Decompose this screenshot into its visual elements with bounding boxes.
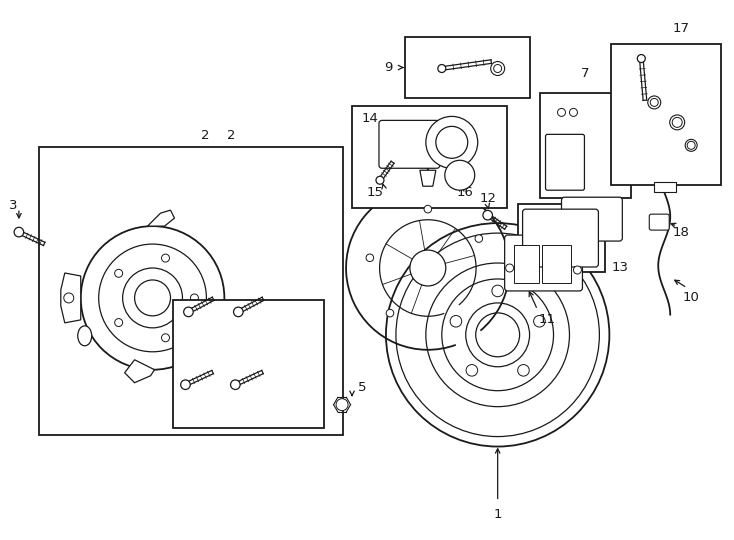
Circle shape xyxy=(233,307,243,316)
Bar xyxy=(405,37,529,98)
Circle shape xyxy=(442,279,553,390)
Circle shape xyxy=(672,117,682,127)
Circle shape xyxy=(445,160,475,190)
Circle shape xyxy=(650,98,658,106)
Bar xyxy=(542,245,572,283)
FancyBboxPatch shape xyxy=(379,120,440,168)
Circle shape xyxy=(64,293,73,303)
Circle shape xyxy=(123,268,183,328)
Circle shape xyxy=(396,233,600,436)
Circle shape xyxy=(517,364,529,376)
Circle shape xyxy=(426,263,570,407)
Circle shape xyxy=(426,117,478,168)
FancyBboxPatch shape xyxy=(523,209,598,267)
Circle shape xyxy=(648,96,661,109)
Circle shape xyxy=(14,227,23,237)
Text: 3: 3 xyxy=(9,199,17,212)
Bar xyxy=(352,106,506,208)
Circle shape xyxy=(637,55,645,63)
Circle shape xyxy=(181,380,190,389)
Text: 12: 12 xyxy=(479,192,496,205)
Bar xyxy=(514,245,539,283)
Text: 4: 4 xyxy=(305,301,313,314)
Text: 10: 10 xyxy=(683,292,700,305)
Circle shape xyxy=(161,334,170,342)
Circle shape xyxy=(494,64,501,72)
Circle shape xyxy=(410,250,446,286)
Circle shape xyxy=(685,139,697,151)
FancyBboxPatch shape xyxy=(562,197,622,241)
Circle shape xyxy=(466,364,478,376)
Circle shape xyxy=(492,285,504,297)
Circle shape xyxy=(436,126,468,158)
Circle shape xyxy=(336,399,348,410)
Circle shape xyxy=(81,226,225,370)
Text: 8: 8 xyxy=(615,102,624,115)
Text: 13: 13 xyxy=(612,260,629,273)
Circle shape xyxy=(506,264,514,272)
Circle shape xyxy=(573,266,581,274)
Text: 17: 17 xyxy=(672,22,690,35)
Bar xyxy=(611,44,721,185)
Circle shape xyxy=(230,380,240,389)
Circle shape xyxy=(161,254,170,262)
Circle shape xyxy=(190,294,198,302)
Text: 14: 14 xyxy=(362,112,379,125)
Circle shape xyxy=(386,309,393,317)
Text: 1: 1 xyxy=(493,508,502,521)
FancyBboxPatch shape xyxy=(505,235,583,291)
Circle shape xyxy=(424,205,432,213)
Text: 9: 9 xyxy=(385,61,393,74)
Text: 15: 15 xyxy=(366,186,383,199)
Bar xyxy=(539,93,631,198)
Circle shape xyxy=(98,244,206,352)
Polygon shape xyxy=(148,210,175,226)
Circle shape xyxy=(376,176,384,184)
Text: 7: 7 xyxy=(581,67,589,80)
Circle shape xyxy=(669,115,685,130)
Circle shape xyxy=(475,235,483,242)
Bar xyxy=(654,182,676,192)
Circle shape xyxy=(466,303,529,367)
Bar xyxy=(39,147,343,435)
Polygon shape xyxy=(420,170,436,186)
Text: 2: 2 xyxy=(227,129,235,142)
Circle shape xyxy=(534,315,545,327)
Circle shape xyxy=(570,109,578,117)
Circle shape xyxy=(558,109,565,117)
Polygon shape xyxy=(125,360,155,383)
Text: 11: 11 xyxy=(539,313,556,326)
Circle shape xyxy=(134,280,170,316)
Text: 6: 6 xyxy=(415,145,424,158)
Text: 16: 16 xyxy=(457,186,473,199)
Text: 5: 5 xyxy=(357,381,366,394)
Circle shape xyxy=(115,269,123,278)
Bar xyxy=(172,300,324,428)
Circle shape xyxy=(687,141,695,150)
Circle shape xyxy=(491,62,505,76)
Circle shape xyxy=(476,313,520,357)
Circle shape xyxy=(437,64,446,72)
Circle shape xyxy=(386,223,609,447)
Circle shape xyxy=(483,211,493,220)
Ellipse shape xyxy=(78,326,92,346)
Bar xyxy=(517,204,606,272)
Text: 2: 2 xyxy=(201,129,210,142)
FancyBboxPatch shape xyxy=(650,214,669,230)
FancyBboxPatch shape xyxy=(545,134,584,190)
Circle shape xyxy=(366,254,374,261)
Polygon shape xyxy=(61,273,81,323)
Circle shape xyxy=(115,319,123,327)
Text: 18: 18 xyxy=(673,226,690,239)
Circle shape xyxy=(450,315,462,327)
Circle shape xyxy=(184,307,193,316)
